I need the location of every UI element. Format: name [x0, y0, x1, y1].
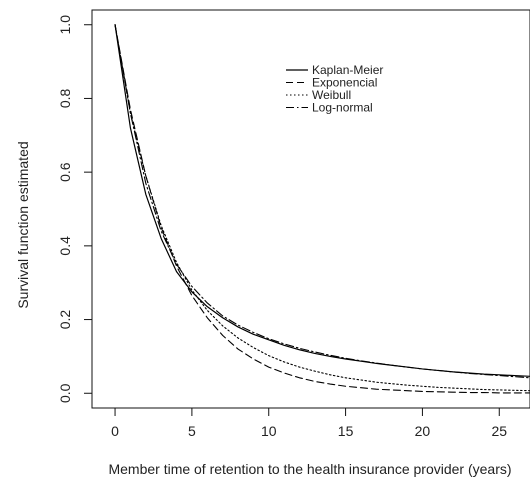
x-axis-label: Member time of retention to the health i… — [108, 461, 511, 477]
y-tick-label: 0.6 — [57, 162, 73, 182]
x-tick-label: 25 — [491, 423, 507, 439]
series-line-log-normal — [114, 24, 530, 379]
x-tick-label: 15 — [338, 423, 354, 439]
y-tick-label: 0.4 — [57, 236, 73, 256]
x-tick-label: 5 — [188, 423, 196, 439]
series-line-weibull — [114, 24, 530, 392]
legend-label-kaplan-meier: Kaplan-Meier — [312, 63, 383, 77]
plot-frame — [91, 9, 530, 409]
x-tick-label: 10 — [261, 423, 277, 439]
y-tick-label: 0.8 — [57, 89, 73, 109]
y-tick-label: 0.0 — [57, 383, 73, 403]
x-axis: 0 5 10 15 20 25 — [111, 408, 507, 439]
legend-label-log-normal: Log-normal — [312, 101, 373, 115]
series-line-exponencial — [114, 24, 530, 394]
y-tick-label: 0.2 — [57, 310, 73, 330]
y-tick-label: 1.0 — [57, 15, 73, 35]
y-axis: 0.0 0.2 0.4 0.6 0.8 1.0 — [57, 15, 92, 403]
y-axis-label: Survival function estimated — [15, 141, 31, 308]
plot-area — [114, 24, 530, 394]
legend-label-exponencial: Exponencial — [312, 76, 377, 90]
x-tick-label: 20 — [415, 423, 431, 439]
x-tick-label: 0 — [111, 423, 119, 439]
legend-label-weibull: Weibull — [312, 88, 351, 102]
